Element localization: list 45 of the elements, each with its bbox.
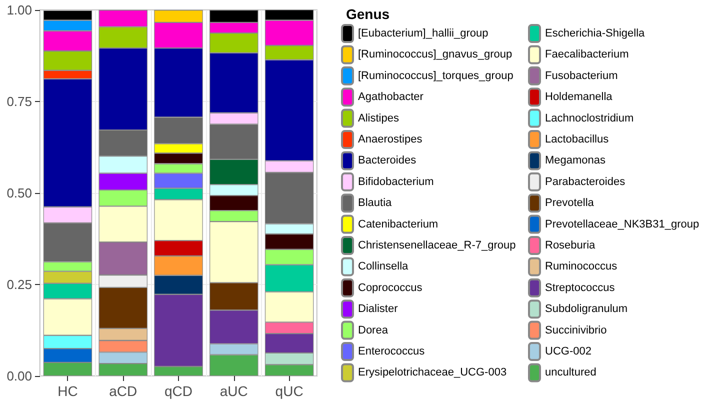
x-tick-label: qCD — [164, 383, 193, 399]
legend-label: uncultured — [545, 366, 596, 379]
y-tick-label: 0.50 — [6, 186, 32, 200]
legend-label: Succinivibrio — [545, 324, 607, 336]
y-tick-label: 0.75 — [6, 94, 32, 109]
legend-label: Coprococcus — [358, 282, 423, 294]
legend-label: Christensenellaceae_R-7_group — [358, 240, 516, 252]
legend-label: Escherichia-Shigella — [545, 28, 646, 40]
legend-label: Prevotellaceae_NK3B31_group — [545, 218, 700, 230]
legend-title: Genus — [346, 6, 390, 22]
legend-label: Prevotella — [545, 197, 595, 210]
legend-label: Lactobacillus — [545, 134, 610, 146]
x-tick-label: aCD — [109, 383, 138, 399]
y-tick-label: 1.00 — [6, 2, 32, 18]
legend-label: Collinsella — [358, 260, 410, 273]
legend-label: Streptococcus — [545, 282, 616, 294]
legend-label: Bifidobacterium — [358, 176, 434, 188]
legend-label: Blautia — [358, 197, 393, 210]
legend-label: [Eubacterium]_hallii_group — [358, 28, 488, 40]
legend-label: Lachnoclostridium — [545, 112, 634, 124]
legend-label: Holdemanella — [545, 91, 614, 104]
legend-label: Anaerostipes — [358, 134, 423, 146]
legend-label: Alistipes — [358, 112, 400, 124]
legend-label: Dorea — [358, 324, 389, 336]
x-tick-label: qUC — [275, 383, 304, 399]
y-tick-label: 0.00 — [6, 368, 32, 384]
legend-label: Faecalibacterium — [545, 48, 629, 61]
legend-label: Agathobacter — [358, 91, 424, 104]
legend-label: UCG-002 — [545, 346, 592, 358]
y-tick-label: 0.25 — [6, 277, 32, 292]
legend-label: Roseburia — [545, 240, 596, 252]
legend-label: [Ruminococcus]_gnavus_group — [358, 48, 512, 61]
legend-label: Erysipelotrichaceae_UCG-003 — [358, 366, 507, 379]
legend-label: Fusobacterium — [545, 70, 618, 82]
legend-label: Catenibacterium — [358, 218, 438, 230]
legend-label: Parabacteroides — [545, 176, 626, 188]
legend-label: Enterococcus — [358, 346, 426, 358]
legend-label: Subdoligranulum — [545, 303, 628, 316]
x-tick-label: aUC — [220, 383, 248, 399]
legend-label: Megamonas — [545, 154, 606, 167]
legend-label: Ruminococcus — [545, 260, 618, 273]
legend-label: Bacteroides — [358, 154, 417, 167]
legend-label: Dialister — [358, 303, 398, 316]
x-tick-label: HC — [58, 383, 78, 399]
legend-label: [Ruminococcus]_torques_group — [358, 70, 514, 82]
